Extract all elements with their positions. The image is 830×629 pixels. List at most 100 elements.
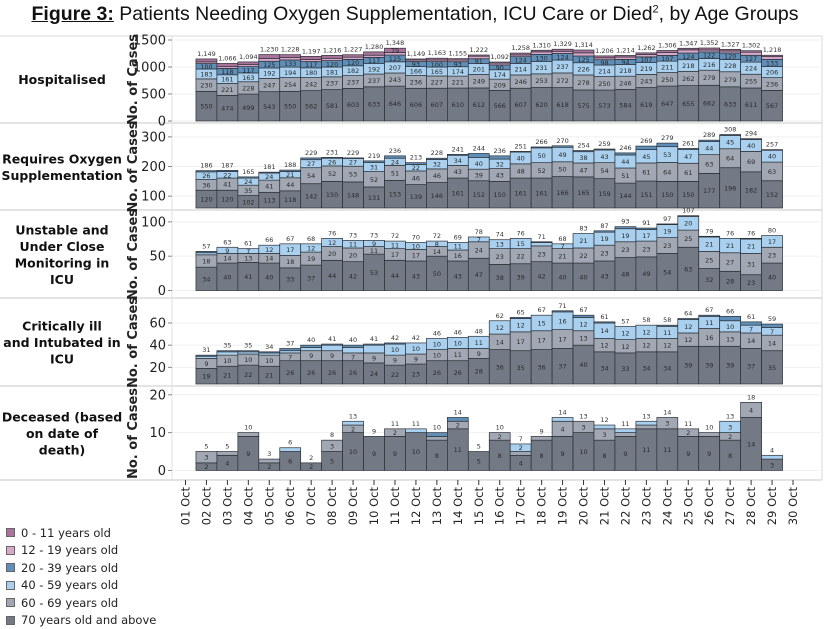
total-label: 269 bbox=[640, 137, 652, 145]
bar-segment bbox=[678, 48, 699, 50]
total-label: 1,262 bbox=[637, 44, 656, 52]
bar-segment bbox=[468, 56, 489, 59]
total-label: 46 bbox=[454, 328, 462, 336]
segment-label: 22 bbox=[223, 171, 231, 179]
total-label: 10 bbox=[496, 424, 504, 432]
total-label: 76 bbox=[747, 229, 755, 237]
segment-label: 118 bbox=[284, 196, 296, 204]
segment-label: 24 bbox=[475, 247, 483, 255]
segment-label: 23 bbox=[747, 279, 755, 287]
total-label: 76 bbox=[328, 229, 336, 237]
total-label: 11 bbox=[684, 420, 692, 428]
segment-label: 146 bbox=[431, 192, 443, 200]
total-label: 1,094 bbox=[239, 53, 258, 61]
segment-label: 12 bbox=[684, 336, 692, 344]
bar-segment bbox=[657, 50, 678, 52]
total-label: 181 bbox=[263, 163, 275, 171]
total-label: 165 bbox=[242, 168, 254, 176]
total-label: 76 bbox=[726, 229, 734, 237]
segment-label: 25 bbox=[684, 235, 692, 243]
total-label: 79 bbox=[705, 227, 713, 235]
segment-label: 47 bbox=[684, 153, 692, 161]
segment-label: 10 bbox=[433, 341, 441, 349]
bar-segment bbox=[699, 48, 720, 50]
segment-label: 17 bbox=[558, 336, 566, 344]
total-label: 80 bbox=[768, 227, 776, 235]
total-label: 236 bbox=[389, 147, 401, 155]
segment-label: 42 bbox=[349, 273, 357, 281]
segment-label: 45 bbox=[642, 153, 650, 161]
segment-label: 3 bbox=[330, 442, 334, 450]
segment-label: 6 bbox=[288, 457, 292, 465]
total-label: 9 bbox=[372, 427, 376, 435]
bar-segment bbox=[468, 55, 489, 56]
segment-label: 133 bbox=[766, 59, 778, 67]
total-label: 13 bbox=[642, 412, 650, 420]
segment-label: 243 bbox=[640, 78, 652, 86]
total-label: 213 bbox=[410, 154, 422, 162]
y-axis-label: No. of Cases bbox=[126, 388, 141, 479]
segment-label: 43 bbox=[600, 272, 608, 280]
segment-label: 40 bbox=[558, 273, 566, 281]
segment-label: 21 bbox=[223, 372, 231, 380]
bar-segment bbox=[594, 425, 615, 429]
segment-label: 655 bbox=[682, 100, 694, 108]
segment-label: 7 bbox=[749, 326, 753, 334]
bar-segment bbox=[343, 345, 364, 347]
total-label: 1,329 bbox=[553, 40, 572, 48]
segment-label: 53 bbox=[663, 151, 671, 159]
segment-label: 34 bbox=[202, 275, 210, 283]
legend-swatch bbox=[6, 616, 15, 625]
segment-label: 35 bbox=[517, 364, 525, 372]
bar-segment bbox=[531, 242, 552, 245]
segment-label: 174 bbox=[494, 71, 506, 79]
segment-label: 153 bbox=[389, 191, 401, 199]
legend-item: 70 years old and above bbox=[6, 612, 156, 629]
segment-label: 12 bbox=[642, 342, 650, 350]
segment-label: 2 bbox=[393, 429, 397, 437]
x-tick-label: 04 Oct bbox=[241, 487, 255, 526]
bar-segment bbox=[405, 429, 426, 433]
bar-segment bbox=[699, 433, 720, 437]
segment-label: 13 bbox=[244, 254, 252, 262]
segment-label: 12 bbox=[684, 323, 692, 331]
x-tick-label: 01 Oct bbox=[178, 487, 192, 526]
segment-label: 26 bbox=[454, 369, 462, 377]
segment-label: 79 bbox=[391, 47, 399, 55]
segment-label: 180 bbox=[305, 69, 317, 77]
segment-label: 9 bbox=[204, 360, 208, 368]
segment-label: 2 bbox=[456, 422, 460, 430]
segment-label: 37 bbox=[558, 363, 566, 371]
bar-segment bbox=[720, 49, 741, 51]
bar-segment bbox=[678, 216, 699, 217]
segment-label: 237 bbox=[326, 80, 338, 88]
segment-label: 7 bbox=[561, 243, 565, 251]
segment-label: 107 bbox=[640, 56, 652, 64]
total-label: 42 bbox=[412, 334, 420, 342]
segment-label: 2 bbox=[267, 463, 271, 471]
segment-label: 40 bbox=[579, 273, 587, 281]
segment-label: 26 bbox=[328, 159, 336, 167]
segment-label: 10 bbox=[726, 323, 734, 331]
segment-label: 7 bbox=[477, 236, 481, 244]
x-tick-label: 20 Oct bbox=[577, 487, 591, 526]
total-label: 18 bbox=[747, 393, 755, 401]
y-axis-label: No. of Cases bbox=[126, 209, 141, 300]
segment-label: 219 bbox=[640, 65, 652, 73]
total-label: 1,314 bbox=[574, 41, 593, 49]
segment-label: 28 bbox=[475, 368, 483, 376]
segment-label: 22 bbox=[244, 371, 252, 379]
segment-label: 21 bbox=[747, 243, 755, 251]
y-tick-label: 10 bbox=[149, 426, 166, 441]
segment-label: 133 bbox=[284, 60, 296, 68]
panel-title: Critically ill bbox=[22, 319, 102, 334]
segment-label: 10 bbox=[412, 345, 420, 353]
segment-label: 11 bbox=[642, 446, 650, 454]
total-label: 62 bbox=[496, 312, 504, 320]
segment-label: 603 bbox=[347, 101, 359, 109]
segment-label: 612 bbox=[473, 101, 485, 109]
segment-label: 161 bbox=[535, 190, 547, 198]
bar-segment bbox=[280, 55, 301, 58]
x-tick-label: 03 Oct bbox=[220, 487, 234, 526]
